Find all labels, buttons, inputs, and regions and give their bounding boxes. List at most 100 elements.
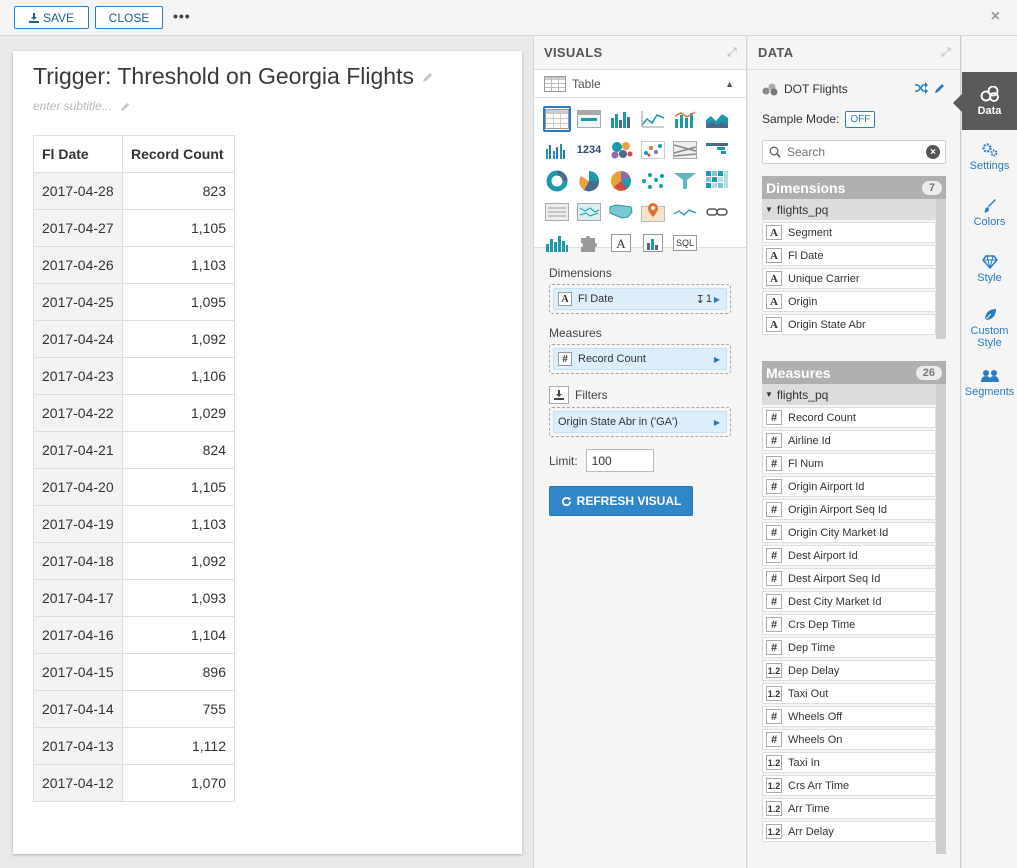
measure-field-item[interactable]: # Dest Airport Seq Id — [762, 568, 936, 589]
caret-right-icon[interactable]: ▶ — [713, 417, 720, 427]
cell-fl-date: 2017-04-17 — [33, 579, 123, 617]
close-button[interactable]: CLOSE — [95, 6, 163, 29]
dimension-field-item[interactable]: A Segment — [762, 222, 936, 243]
pie-visual-icon[interactable] — [607, 168, 635, 194]
flow-visual-icon[interactable] — [671, 137, 699, 163]
lines-visual-icon[interactable] — [639, 106, 667, 132]
link-visual-icon[interactable] — [703, 199, 731, 225]
map-grid-visual-icon[interactable] — [575, 199, 603, 225]
expand-icon[interactable]: ⤢ — [727, 45, 737, 59]
funnel-visual-icon[interactable] — [671, 168, 699, 194]
text-type-icon: A — [558, 292, 572, 306]
visual-title[interactable]: Trigger: Threshold on Georgia Flights — [33, 63, 434, 90]
limit-input[interactable] — [585, 449, 654, 472]
dimensions-shelf[interactable]: A Fl Date ↧ 1 ▶ — [549, 284, 731, 314]
dimensions-table-header[interactable]: ▼ flights_pq — [762, 199, 936, 220]
close-icon[interactable]: × — [990, 8, 1000, 25]
measure-field-item[interactable]: # Origin City Market Id — [762, 522, 936, 543]
side-nav-data[interactable]: Data — [953, 72, 1017, 130]
side-nav-custom-style[interactable]: Custom Style — [962, 300, 1017, 356]
measures-table-header[interactable]: ▼ flights_pq — [762, 384, 936, 405]
filter-download-icon[interactable] — [549, 386, 569, 404]
refresh-visual-button[interactable]: REFRESH VISUAL — [549, 486, 693, 516]
edit-icon[interactable] — [934, 82, 946, 94]
pencil-icon[interactable] — [120, 101, 131, 112]
dimension-field-item[interactable]: A Origin State Abr — [762, 314, 936, 335]
sparkline-visual-icon[interactable] — [671, 199, 699, 225]
dimension-field-item[interactable]: A Fl Date — [762, 245, 936, 266]
measure-field-item[interactable]: 1.2 Arr Delay — [762, 821, 936, 842]
measure-field-item[interactable]: # Crs Dep Time — [762, 614, 936, 635]
search-input[interactable] — [787, 145, 917, 159]
map-pin-visual-icon[interactable] — [639, 199, 667, 225]
pencil-icon[interactable] — [422, 71, 434, 83]
grouped-bars-visual-icon[interactable] — [543, 137, 571, 163]
measure-field-item[interactable]: # Airline Id — [762, 430, 936, 451]
save-button[interactable]: SAVE — [14, 6, 89, 29]
field-name: Origin Airport Id — [788, 480, 865, 493]
dimension-field-item[interactable]: A Unique Carrier — [762, 268, 936, 289]
table-visual-icon[interactable] — [543, 106, 571, 132]
measure-field-item[interactable]: # Dep Time — [762, 637, 936, 658]
measure-field-item[interactable]: # Dest Airport Id — [762, 545, 936, 566]
bars-visual-icon[interactable] — [607, 106, 635, 132]
measures-section-header[interactable]: Measures 26 — [762, 361, 946, 384]
expand-icon[interactable]: ⤢ — [941, 45, 951, 59]
heatmap-visual-icon[interactable] — [703, 168, 731, 194]
more-menu-icon[interactable]: ••• — [173, 8, 191, 24]
caret-right-icon[interactable]: ▶ — [713, 294, 720, 304]
measure-field-item[interactable]: # Origin Airport Seq Id — [762, 499, 936, 520]
measure-field-item[interactable]: # Dest City Market Id — [762, 591, 936, 612]
clear-search-icon[interactable]: × — [926, 145, 940, 159]
measure-field-item[interactable]: # Wheels On — [762, 729, 936, 750]
caret-right-icon[interactable]: ▶ — [713, 354, 720, 364]
measure-field-item[interactable]: # Record Count — [762, 407, 936, 428]
filters-shelf[interactable]: Origin State Abr in ('GA') ▶ — [549, 407, 731, 437]
field-stats-visual-icon[interactable] — [639, 230, 667, 256]
measure-field-item[interactable]: # Wheels Off — [762, 706, 936, 727]
column-header-fl-date[interactable]: Fl Date — [33, 135, 123, 173]
side-nav-settings[interactable]: Settings — [962, 136, 1017, 178]
scatter-visual-icon[interactable] — [639, 137, 667, 163]
extension-visual-icon[interactable] — [575, 230, 603, 256]
rich-text-visual-icon[interactable]: A — [607, 230, 635, 256]
sql-visual-icon[interactable]: SQL — [671, 230, 699, 256]
measure-field-item[interactable]: 1.2 Arr Time — [762, 798, 936, 819]
visuals-header-label: VISUALS — [544, 45, 603, 60]
dimensions-section-header[interactable]: Dimensions 7 — [762, 176, 946, 199]
visual-type-dropdown[interactable]: Table ▲ — [534, 70, 746, 98]
kpi-visual-icon[interactable]: 1234 — [575, 137, 603, 163]
packed-bubbles-visual-icon[interactable] — [607, 137, 635, 163]
column-header-record-count[interactable]: Record Count — [122, 135, 235, 173]
measure-field-item[interactable]: 1.2 Taxi Out — [762, 683, 936, 704]
dimension-field-item[interactable]: A Origin — [762, 291, 936, 312]
measure-field-item[interactable]: 1.2 Taxi In — [762, 752, 936, 773]
measure-field-item[interactable]: # Origin Airport Id — [762, 476, 936, 497]
horizontal-bars-visual-icon[interactable] — [703, 137, 731, 163]
measure-field-item[interactable]: 1.2 Crs Arr Time — [762, 775, 936, 796]
crosstab-visual-icon[interactable] — [575, 106, 603, 132]
correlation-visual-icon[interactable] — [543, 199, 571, 225]
filter-pill-origin-state[interactable]: Origin State Abr in ('GA') ▶ — [553, 411, 727, 433]
network-visual-icon[interactable] — [639, 168, 667, 194]
measure-pill-record-count[interactable]: # Record Count ▶ — [553, 348, 727, 370]
measure-field-item[interactable]: # Fl Num — [762, 453, 936, 474]
histogram-visual-icon[interactable] — [543, 230, 571, 256]
side-nav-style[interactable]: Style — [962, 248, 1017, 290]
measures-shelf[interactable]: # Record Count ▶ — [549, 344, 731, 374]
visual-subtitle[interactable]: enter subtitle... — [33, 99, 131, 113]
us-map-visual-icon[interactable] — [607, 199, 635, 225]
area-visual-icon[interactable] — [703, 106, 731, 132]
cell-fl-date: 2017-04-25 — [33, 283, 123, 321]
combo-visual-icon[interactable] — [671, 106, 699, 132]
donut-visual-icon[interactable] — [543, 168, 571, 194]
sample-mode-toggle[interactable]: OFF — [845, 110, 876, 128]
radial-visual-icon[interactable] — [575, 168, 603, 194]
shuffle-icon[interactable] — [915, 82, 928, 94]
sort-descending-icon[interactable]: ↧ 1 — [695, 293, 712, 306]
side-nav-custom-style-label: Custom Style — [970, 324, 1009, 349]
dimension-pill-fl-date[interactable]: A Fl Date ↧ 1 ▶ — [553, 288, 727, 310]
measure-field-item[interactable]: 1.2 Dep Delay — [762, 660, 936, 681]
side-nav-segments[interactable]: Segments — [962, 362, 1017, 404]
side-nav-colors[interactable]: Colors — [962, 192, 1017, 234]
